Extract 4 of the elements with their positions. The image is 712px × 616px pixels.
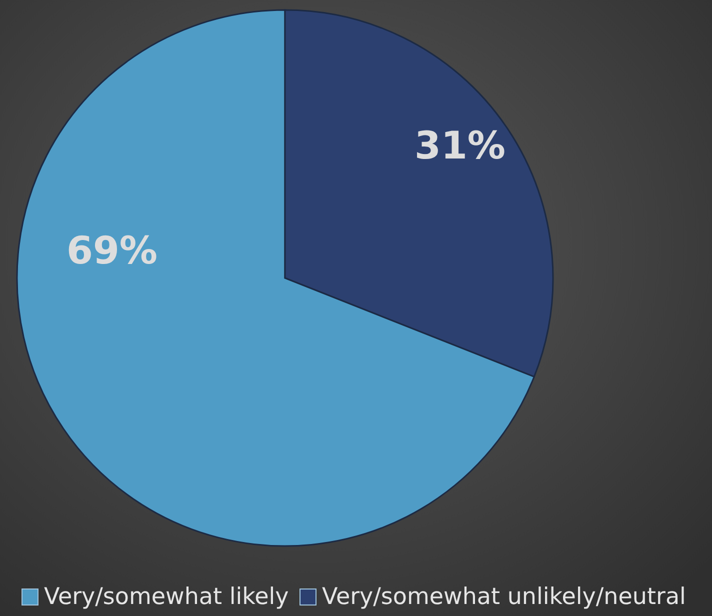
legend-label: Very/somewhat unlikely/neutral [322,584,686,610]
slice-label: Very/somewhat likely [44,584,289,610]
data-label: 31% [414,124,506,168]
data-label: 69% [66,228,158,272]
